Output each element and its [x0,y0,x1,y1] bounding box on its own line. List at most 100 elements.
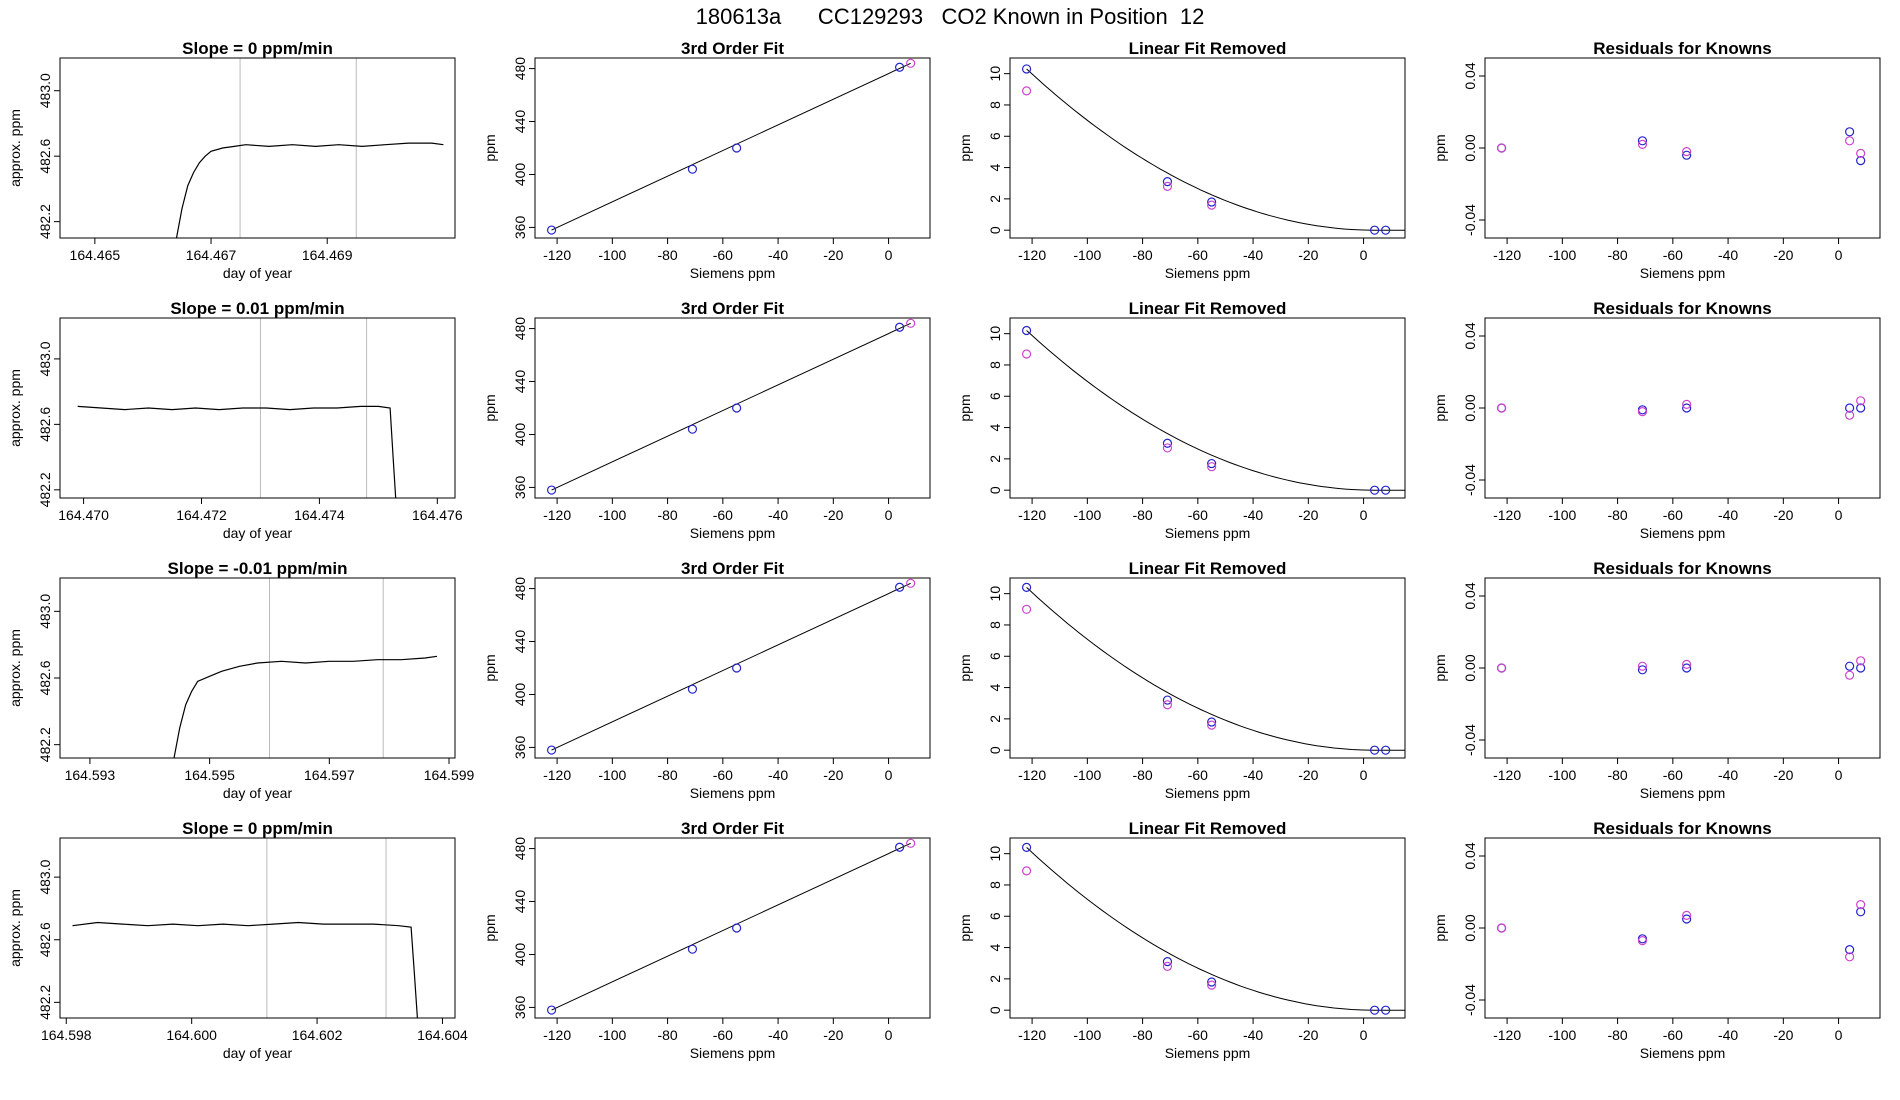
x-tick-label: -40 [1243,507,1263,523]
plot-frame [1009,57,1406,239]
x-tick-label: -80 [1607,247,1627,263]
data-point-blue [732,403,742,413]
x-tick-label: -20 [1298,767,1318,783]
y-tick-label: 2 [987,715,1003,723]
chart-panel-r3-c3: Residuals for Knowns -120 -100 -80 -60 -40 -20… [1425,818,1900,1078]
data-point-blue [546,485,557,495]
x-tick-label: -40 [768,507,788,523]
y-axis-label: ppm [1432,654,1448,681]
y-tick-label: 6 [987,132,1003,140]
x-tick-label: -60 [1188,767,1208,783]
x-tick-label: -120 [1018,507,1046,523]
y-tick-label: 8 [987,621,1003,629]
x-tick-label: 0 [885,507,893,523]
y-tick-label: 482.2 [37,204,53,239]
x-tick-label: -80 [1132,507,1152,523]
y-axis-label: ppm [482,394,498,421]
y-axis-label: approx. ppm [7,109,23,187]
data-point-blue [1370,485,1380,495]
x-tick-label: 0 [885,247,893,263]
x-tick-label: -60 [713,247,733,263]
x-tick-label: 0 [1835,507,1843,523]
chart-panel-r1-c0: Slope = 0.01 ppm/min 164.470 164.472 164.47… [0,298,475,558]
data-point-magenta [906,58,916,68]
x-tick-label: 0 [1360,767,1368,783]
plot-area [1021,64,1405,235]
x-tick-label: 164.465 [70,247,121,263]
data-point-blue [1856,907,1866,917]
data-point-magenta [1021,866,1032,876]
y-tick-label: 2 [987,195,1003,203]
chart-panel-r2-c3: Residuals for Knowns -120 -100 -80 -60 -40 -20… [1425,558,1900,818]
y-tick-label: 400 [512,423,528,447]
x-tick-label: 164.597 [304,767,355,783]
chart-svg: Residuals for Knowns -120 -100 -80 -60 -40 -20… [1432,819,1881,1061]
x-tick-label: -40 [1718,767,1738,783]
data-point-magenta [1162,700,1173,710]
x-tick-label: 0 [1360,1027,1368,1043]
x-tick-label: -60 [1663,507,1683,523]
x-tick-label: -80 [1607,1027,1627,1043]
plot-frame [59,837,456,1019]
data-point-magenta [1496,663,1507,673]
x-tick-label: 164.476 [412,507,463,523]
data-point-magenta [1207,200,1217,210]
data-point-blue [1637,665,1648,675]
x-tick-label: 164.604 [417,1027,468,1043]
chart-title: Residuals for Knowns [1593,39,1772,58]
fit-line [551,62,911,231]
plot-frame [59,317,456,499]
x-tick-label: -100 [598,767,626,783]
x-tick-label: 0 [1835,247,1843,263]
x-tick-label: -80 [1132,767,1152,783]
chart-panel-r2-c1: 3rd Order Fit -120 -100 -80 -60 -40 -20 0 360 400… [475,558,950,818]
fit-line [551,582,911,751]
plot-frame [534,317,931,499]
x-tick-label: -20 [823,1027,843,1043]
chart-svg: 3rd Order Fit -120 -100 -80 -60 -40 -20 0 360 400… [482,299,931,541]
x-tick-label: -40 [1718,1027,1738,1043]
y-tick-label: 4 [987,683,1003,691]
y-tick-label: 10 [987,66,1003,82]
data-point-blue [1162,957,1173,967]
data-point-blue [1381,745,1391,755]
y-tick-label: 482.6 [37,660,53,695]
x-tick-label: -120 [1493,1027,1521,1043]
data-point-blue [1845,127,1855,137]
x-tick-label: -40 [1718,507,1738,523]
y-tick-label: 4 [987,423,1003,431]
y-axis-label: ppm [1432,394,1448,421]
data-point-magenta [906,318,916,328]
data-point-blue [1856,155,1866,166]
y-axis-label: ppm [482,654,498,681]
y-tick-label: 360 [512,996,528,1020]
x-tick-label: -80 [1132,1027,1152,1043]
x-tick-label: 0 [1835,767,1843,783]
chart-svg: Linear Fit Removed -120 -100 -80 -60 -40 -20 0 0… [957,819,1406,1061]
x-tick-label: -80 [1607,507,1627,523]
data-point-magenta [906,578,916,588]
x-axis-label: day of year [223,265,293,281]
x-tick-label: -60 [1663,1027,1683,1043]
x-tick-label: -100 [598,1027,626,1043]
data-point-blue [546,1005,557,1015]
x-tick-label: -20 [1773,247,1793,263]
x-tick-label: 164.469 [302,247,353,263]
data-point-magenta [1856,656,1866,666]
y-tick-label: 8 [987,881,1003,889]
x-tick-label: -20 [823,247,843,263]
data-point-magenta [1496,923,1507,933]
data-point-blue [1021,842,1032,852]
x-tick-label: -120 [1493,507,1521,523]
chart-svg: Residuals for Knowns -120 -100 -80 -60 -40 -20… [1432,39,1881,281]
data-point-magenta [1637,935,1648,946]
y-tick-label: 0.04 [1462,582,1478,609]
data-point-blue [895,62,905,72]
data-point-magenta [1162,443,1173,453]
x-tick-label: -20 [1298,507,1318,523]
y-tick-label: 0 [987,226,1003,234]
y-tick-label: 480 [512,577,528,601]
x-tick-label: -60 [1188,247,1208,263]
x-tick-label: 164.595 [184,767,235,783]
y-tick-label: 360 [512,736,528,760]
